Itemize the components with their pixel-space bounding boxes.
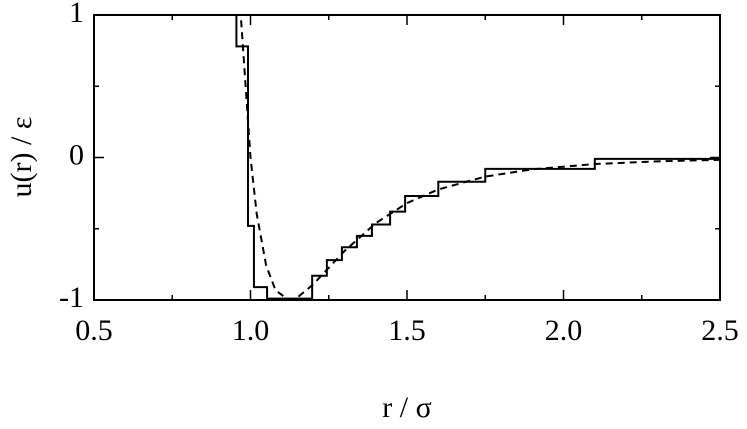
y-tick-label: 0 bbox=[69, 138, 84, 171]
step-line bbox=[235, 15, 720, 300]
x-axis-label: r / σ bbox=[382, 391, 432, 424]
x-tick-label: 2.0 bbox=[545, 314, 583, 347]
plot-frame bbox=[93, 14, 721, 301]
x-tick-label: 2.5 bbox=[701, 314, 739, 347]
x-tick-label: 1.5 bbox=[388, 314, 426, 347]
plot-area bbox=[235, 15, 720, 300]
dashed-line bbox=[240, 20, 720, 300]
x-tick-label: 0.5 bbox=[75, 314, 113, 347]
x-tick-label: 1.0 bbox=[232, 314, 270, 347]
y-tick-label: 1 bbox=[69, 0, 84, 29]
y-tick-label: -1 bbox=[59, 281, 84, 314]
y-axis-label: u(r) / ε bbox=[5, 117, 38, 198]
